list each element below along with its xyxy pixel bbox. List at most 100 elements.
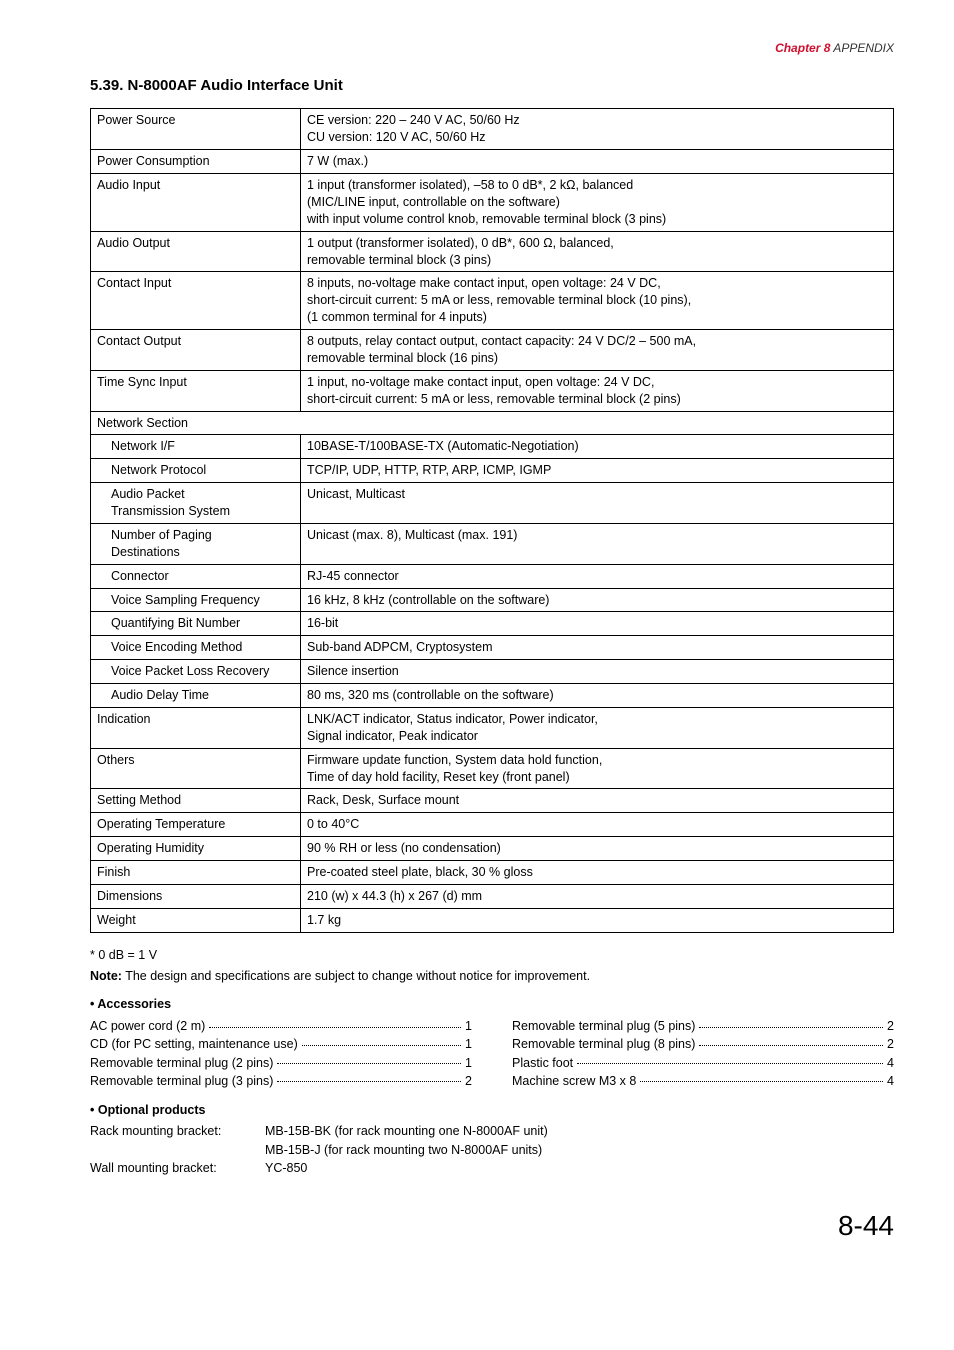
spec-label: Indication <box>91 707 301 748</box>
optional-value: MB-15B-BK (for rack mounting one N-8000A… <box>265 1123 548 1140</box>
table-row: Operating Temperature0 to 40°C <box>91 813 894 837</box>
leader-dots <box>277 1054 461 1065</box>
list-item: AC power cord (2 m) 1 <box>90 1017 472 1035</box>
accessory-name: Removable terminal plug (3 pins) <box>90 1072 273 1090</box>
note-text: The design and specifications are subjec… <box>122 969 590 983</box>
table-row: Quantifying Bit Number16-bit <box>91 612 894 636</box>
table-row: Audio PacketTransmission SystemUnicast, … <box>91 483 894 524</box>
accessory-name: Plastic foot <box>512 1054 573 1072</box>
spec-label: Others <box>91 748 301 789</box>
table-row: Contact Input8 inputs, no-voltage make c… <box>91 272 894 330</box>
list-item: Removable terminal plug (8 pins)2 <box>512 1035 894 1053</box>
accessories-list: AC power cord (2 m) 1CD (for PC setting, … <box>90 1017 894 1090</box>
spec-value: 1 input (transformer isolated), –58 to 0… <box>301 174 894 232</box>
table-row: Voice Packet Loss RecoverySilence insert… <box>91 660 894 684</box>
spec-value: 10BASE-T/100BASE-TX (Automatic-Negotiati… <box>301 435 894 459</box>
note-label: Note: <box>90 969 122 983</box>
section-title: 5.39. N-8000AF Audio Interface Unit <box>90 76 894 96</box>
spec-value: Unicast (max. 8), Multicast (max. 191) <box>301 523 894 564</box>
table-row: Voice Sampling Frequency16 kHz, 8 kHz (c… <box>91 588 894 612</box>
accessory-qty: 4 <box>887 1054 894 1072</box>
table-row: Contact Output8 outputs, relay contact o… <box>91 330 894 371</box>
spec-label: Audio Input <box>91 174 301 232</box>
list-item: Rack mounting bracket:MB-15B-BK (for rac… <box>90 1123 894 1140</box>
table-row: Power SourceCE version: 220 – 240 V AC, … <box>91 109 894 150</box>
list-item: Machine screw M3 x 8 4 <box>512 1072 894 1090</box>
spec-value: Unicast, Multicast <box>301 483 894 524</box>
spec-value: 16-bit <box>301 612 894 636</box>
accessory-qty: 2 <box>887 1017 894 1035</box>
spec-label: Audio Output <box>91 231 301 272</box>
spec-label: Audio PacketTransmission System <box>91 483 301 524</box>
table-row: Power Consumption7 W (max.) <box>91 150 894 174</box>
spec-label: Quantifying Bit Number <box>91 612 301 636</box>
optional-label <box>90 1142 265 1159</box>
list-item: Plastic foot 4 <box>512 1054 894 1072</box>
leader-dots <box>277 1072 461 1083</box>
accessory-qty: 2 <box>465 1072 472 1090</box>
spec-label: Setting Method <box>91 789 301 813</box>
list-item: CD (for PC setting, maintenance use)1 <box>90 1035 472 1053</box>
spec-label: Finish <box>91 861 301 885</box>
optional-head: • Optional products <box>90 1102 894 1119</box>
leader-dots <box>577 1054 883 1065</box>
chapter-label: Chapter 8 <box>775 41 830 55</box>
accessory-name: Removable terminal plug (5 pins) <box>512 1017 695 1035</box>
spec-value: 8 inputs, no-voltage make contact input,… <box>301 272 894 330</box>
accessory-qty: 1 <box>465 1054 472 1072</box>
spec-value: 7 W (max.) <box>301 150 894 174</box>
table-row: Voice Encoding MethodSub-band ADPCM, Cry… <box>91 636 894 660</box>
spec-table: Power SourceCE version: 220 – 240 V AC, … <box>90 108 894 932</box>
spec-value: 210 (w) x 44.3 (h) x 267 (d) mm <box>301 884 894 908</box>
table-row: IndicationLNK/ACT indicator, Status indi… <box>91 707 894 748</box>
spec-value: 1 input, no-voltage make contact input, … <box>301 370 894 411</box>
spec-label: Power Consumption <box>91 150 301 174</box>
spec-label: Contact Output <box>91 330 301 371</box>
spec-value: 8 outputs, relay contact output, contact… <box>301 330 894 371</box>
accessory-name: Machine screw M3 x 8 <box>512 1072 636 1090</box>
spec-label: Connector <box>91 564 301 588</box>
spec-label: Network I/F <box>91 435 301 459</box>
chapter-text: APPENDIX <box>830 41 894 55</box>
table-row: OthersFirmware update function, System d… <box>91 748 894 789</box>
accessory-name: Removable terminal plug (2 pins) <box>90 1054 273 1072</box>
optional-label: Rack mounting bracket: <box>90 1123 265 1140</box>
list-item: Wall mounting bracket:YC-850 <box>90 1160 894 1177</box>
table-row: Network ProtocolTCP/IP, UDP, HTTP, RTP, … <box>91 459 894 483</box>
spec-label: Network Protocol <box>91 459 301 483</box>
spec-value: Sub-band ADPCM, Cryptosystem <box>301 636 894 660</box>
table-row: Audio Delay Time80 ms, 320 ms (controlla… <box>91 684 894 708</box>
list-item: MB-15B-J (for rack mounting two N-8000AF… <box>90 1142 894 1159</box>
spec-label: Contact Input <box>91 272 301 330</box>
accessory-qty: 4 <box>887 1072 894 1090</box>
table-row: FinishPre-coated steel plate, black, 30 … <box>91 861 894 885</box>
accessory-qty: 1 <box>465 1017 472 1035</box>
list-item: Removable terminal plug (5 pins) 2 <box>512 1017 894 1035</box>
table-row: Setting MethodRack, Desk, Surface mount <box>91 789 894 813</box>
leader-dots <box>209 1017 461 1028</box>
footnote: * 0 dB = 1 V <box>90 947 894 964</box>
spec-value: RJ-45 connector <box>301 564 894 588</box>
table-row: Audio Input1 input (transformer isolated… <box>91 174 894 232</box>
spec-section-header: Network Section <box>91 411 894 435</box>
table-row: Audio Output1 output (transformer isolat… <box>91 231 894 272</box>
table-row: Network Section <box>91 411 894 435</box>
leader-dots <box>699 1017 883 1028</box>
accessories-head: • Accessories <box>90 996 894 1013</box>
table-row: Number of PagingDestinationsUnicast (max… <box>91 523 894 564</box>
spec-value: 1 output (transformer isolated), 0 dB*, … <box>301 231 894 272</box>
spec-value: Rack, Desk, Surface mount <box>301 789 894 813</box>
spec-label: Voice Packet Loss Recovery <box>91 660 301 684</box>
optional-label: Wall mounting bracket: <box>90 1160 265 1177</box>
spec-label: Time Sync Input <box>91 370 301 411</box>
spec-value: Firmware update function, System data ho… <box>301 748 894 789</box>
spec-value: 90 % RH or less (no condensation) <box>301 837 894 861</box>
accessory-name: AC power cord (2 m) <box>90 1017 205 1035</box>
table-row: Weight1.7 kg <box>91 908 894 932</box>
table-row: Network I/F10BASE-T/100BASE-TX (Automati… <box>91 435 894 459</box>
leader-dots <box>699 1035 883 1046</box>
spec-label: Voice Encoding Method <box>91 636 301 660</box>
spec-label: Audio Delay Time <box>91 684 301 708</box>
page-number: 8-44 <box>90 1207 894 1245</box>
spec-label: Operating Humidity <box>91 837 301 861</box>
